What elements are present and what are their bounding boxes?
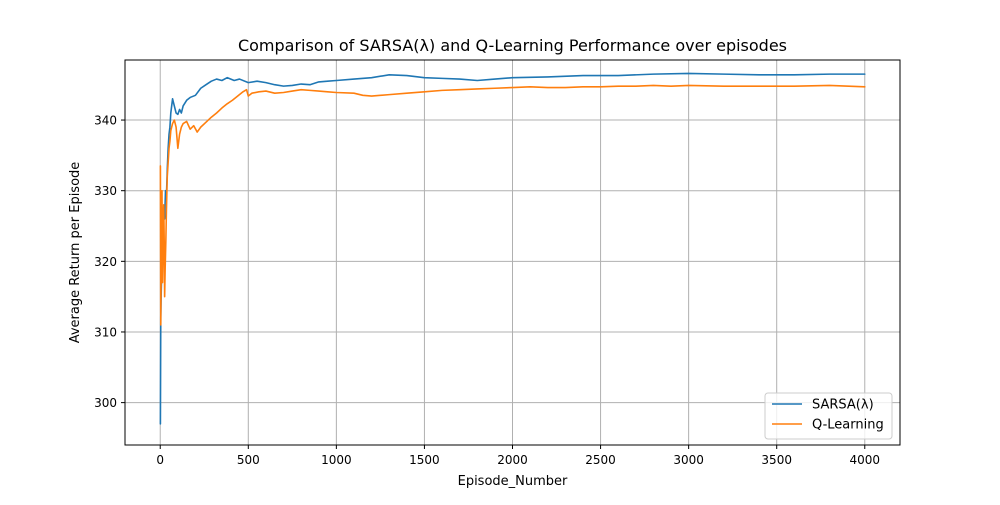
x-tick-label: 500 [237, 453, 260, 467]
y-tick-label: 300 [94, 396, 117, 410]
chart-title: Comparison of SARSA(λ) and Q-Learning Pe… [238, 36, 787, 55]
x-tick-label: 2000 [497, 453, 528, 467]
x-tick-label: 3500 [761, 453, 792, 467]
x-tick-label: 0 [156, 453, 164, 467]
series-line-sarsa [159, 72, 866, 425]
y-tick-label: 340 [94, 114, 117, 128]
y-tick-label: 320 [94, 255, 117, 269]
series-line-q-learning [159, 84, 866, 326]
x-axis-label: Episode_Number [458, 474, 568, 489]
legend: SARSA(λ) Q-Learning [764, 392, 893, 440]
legend-label-sarsa: SARSA(λ) [812, 398, 874, 413]
x-tick-label: 2500 [585, 453, 616, 467]
series-layer [159, 72, 866, 425]
y-tick-label: 330 [94, 184, 117, 198]
y-axis-label: Average Return per Episode [68, 162, 83, 344]
x-tick-label: 1000 [321, 453, 352, 467]
y-tick-label: 310 [94, 325, 117, 339]
grid-layer [125, 60, 900, 445]
tick-layer: 0 500 1000 1500 2000 2500 3000 3500 4000 300 310 32… [94, 114, 880, 467]
x-tick-label: 4000 [849, 453, 880, 467]
legend-label-q-learning: Q-Learning [812, 418, 884, 433]
x-tick-label: 3000 [673, 453, 704, 467]
x-tick-label: 1500 [409, 453, 440, 467]
